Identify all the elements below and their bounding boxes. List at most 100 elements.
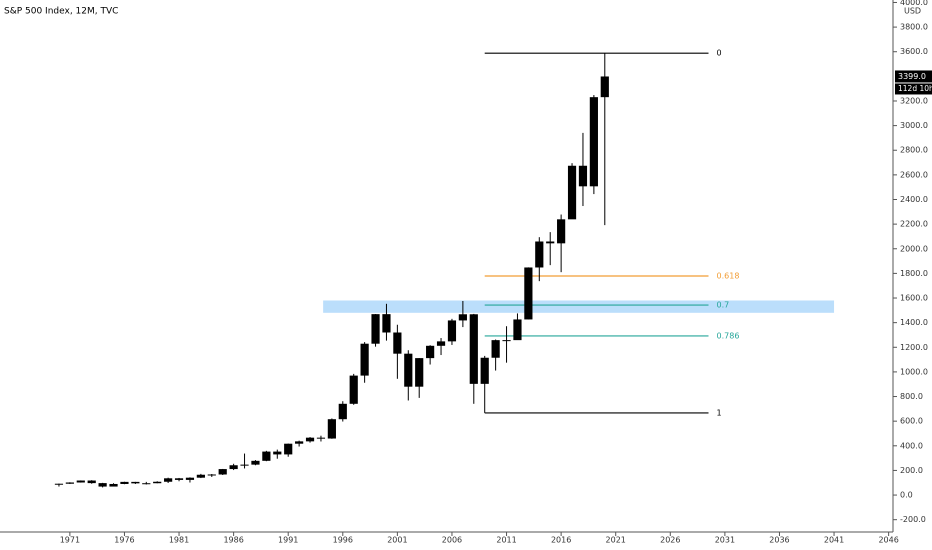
fib-label: 1	[717, 408, 722, 417]
candle-body	[546, 241, 555, 244]
x-tick-label: 1996	[333, 536, 353, 545]
y-tick-label: -200.0	[900, 515, 926, 524]
candle-body	[109, 483, 118, 487]
x-tick-label: 2031	[715, 536, 735, 545]
zone	[323, 300, 835, 313]
candle-body	[349, 375, 358, 404]
candle-body	[600, 76, 609, 98]
candle-body	[196, 474, 205, 478]
candle-body	[371, 314, 380, 344]
candle-body	[207, 474, 216, 476]
fib-label: 0.618	[717, 271, 740, 280]
candle-body	[327, 419, 336, 439]
x-tick-label: 2016	[551, 536, 571, 545]
candle-body	[87, 480, 96, 484]
x-tick-label: 2036	[769, 536, 789, 545]
candle-body	[153, 481, 162, 484]
candle-body	[240, 464, 249, 466]
y-tick-label: 0.0	[900, 491, 913, 500]
x-tick-label: 1976	[114, 536, 134, 545]
chart-title: S&P 500 Index, 12M, TVC	[4, 7, 118, 17]
x-tick-label: 2046	[878, 536, 898, 545]
candle-body	[578, 165, 588, 187]
candle-body	[447, 320, 457, 342]
candle-body	[273, 451, 282, 455]
candle-body	[54, 483, 64, 485]
fib-label: 0.7	[717, 301, 730, 310]
x-tick-label: 2041	[824, 536, 844, 545]
currency-label: USD	[904, 7, 921, 16]
x-tick-label: 2021	[606, 536, 626, 545]
candle-body	[513, 319, 522, 341]
y-tick-label: 800.0	[900, 392, 923, 401]
candle-body	[491, 340, 500, 358]
candle-body	[295, 441, 304, 444]
y-tick-label: 3000.0	[900, 121, 928, 130]
y-tick-label: 2800.0	[900, 146, 928, 155]
x-tick-label: 2026	[660, 536, 680, 545]
candle-body	[174, 478, 184, 480]
fib-label: 0.786	[717, 331, 740, 340]
candle-body	[589, 97, 598, 187]
x-tick-label: 1991	[278, 536, 298, 545]
fib-label: 0	[717, 49, 722, 58]
candle-body	[458, 314, 467, 321]
x-tick-label: 1981	[169, 536, 189, 545]
y-tick-label: 2600.0	[900, 170, 928, 179]
x-tick-label: 2001	[387, 536, 407, 545]
candle-body	[567, 165, 577, 220]
candle-body	[480, 357, 489, 384]
price-tag-label: 3399.0	[898, 72, 926, 81]
y-tick-label: 3200.0	[900, 96, 928, 105]
y-tick-label: 1400.0	[900, 318, 928, 327]
y-tick-label: 600.0	[900, 417, 923, 426]
y-tick-label: 3600.0	[900, 47, 928, 56]
x-tick-label: 1986	[223, 536, 243, 545]
y-tick-label: 400.0	[900, 441, 923, 450]
candle-body	[393, 332, 402, 354]
candle-body	[524, 267, 533, 320]
y-tick-label: 4000.0	[900, 0, 928, 7]
y-tick-label: 200.0	[900, 466, 923, 475]
candle-body	[120, 481, 129, 484]
candle-body	[338, 403, 347, 420]
candle-body	[98, 483, 107, 487]
candle-body	[262, 451, 271, 461]
candle-body	[305, 437, 315, 442]
candle-body	[382, 314, 391, 333]
candle-body	[185, 477, 195, 480]
candle-body	[469, 314, 478, 384]
x-tick-label: 2011	[496, 536, 516, 545]
y-tick-label: 1600.0	[900, 294, 928, 303]
y-tick-label: 1800.0	[900, 269, 928, 278]
y-tick-label: 2000.0	[900, 244, 928, 253]
candle-body	[436, 341, 446, 346]
candle-body	[251, 460, 260, 465]
candle-body	[360, 343, 369, 376]
candle-body	[284, 443, 293, 455]
x-tick-label: 1971	[60, 536, 80, 545]
candle-body	[164, 478, 173, 482]
candle-body	[316, 437, 326, 439]
y-tick-label: 1200.0	[900, 343, 928, 352]
x-tick-label: 2006	[442, 536, 462, 545]
candle-body	[404, 353, 413, 387]
countdown-label: 112d 10h	[898, 84, 932, 93]
candle-body	[426, 345, 435, 359]
y-tick-label: 3800.0	[900, 23, 928, 32]
candle-body	[65, 482, 74, 484]
candle-body	[557, 219, 566, 244]
y-tick-label: 1000.0	[900, 367, 928, 376]
y-tick-label: 2400.0	[900, 195, 928, 204]
price-tag	[895, 70, 932, 83]
candle-body	[76, 480, 85, 483]
candle-body	[131, 481, 140, 484]
candle-body	[218, 469, 227, 475]
candle-body	[142, 483, 151, 485]
candle-body	[535, 241, 544, 268]
countdown-tag	[895, 83, 932, 95]
candle-body	[415, 358, 424, 387]
candle-body	[502, 340, 511, 342]
y-tick-label: 2200.0	[900, 220, 928, 229]
